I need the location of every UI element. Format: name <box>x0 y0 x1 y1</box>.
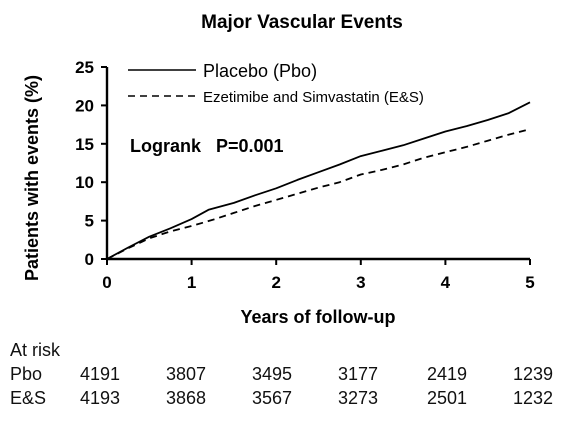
at-risk-value: 3495 <box>251 364 292 384</box>
at-risk-value: 3807 <box>165 364 206 384</box>
x-tick-label: 1 <box>187 273 196 292</box>
at-risk-label: Pbo <box>10 364 43 384</box>
chart-title: Major Vascular Events <box>201 12 403 33</box>
y-tick-label: 5 <box>85 212 94 231</box>
at-risk-value: 4191 <box>79 364 120 384</box>
x-tick-label: 4 <box>441 273 451 292</box>
survival-chart: Major Vascular Events Patients with even… <box>22 12 535 327</box>
at-risk-title: At risk <box>10 340 61 360</box>
at-risk-value: 4193 <box>79 388 120 408</box>
series-line-ezetimibe <box>106 128 531 260</box>
at-risk-value: 3567 <box>251 388 292 408</box>
logrank-annotation: Logrank P=0.001 <box>130 136 284 156</box>
at-risk-value: 1239 <box>512 364 553 384</box>
legend-label-placebo: Placebo (Pbo) <box>203 61 317 81</box>
x-tick-label: 0 <box>102 273 111 292</box>
at-risk-row-pbo: Pbo 4191 3807 3495 3177 2419 1239 <box>10 362 562 386</box>
x-tick-label: 3 <box>356 273 365 292</box>
at-risk-value: 3177 <box>337 364 378 384</box>
at-risk-value: 3868 <box>165 388 206 408</box>
y-tick-label: 20 <box>75 96 94 115</box>
at-risk-table: At risk Pbo 4191 3807 3495 3177 2419 123… <box>10 338 562 410</box>
x-axis-label: Years of follow-up <box>240 307 395 327</box>
at-risk-value: 3273 <box>337 388 378 408</box>
y-tick-label: 25 <box>75 58 94 77</box>
series-line-placebo <box>106 101 531 260</box>
at-risk-value: 1232 <box>512 388 553 408</box>
at-risk-value: 2419 <box>426 364 467 384</box>
y-tick-label: 0 <box>85 250 94 269</box>
legend-label-ezetimibe: Ezetimibe and Simvastatin (E&S) <box>203 89 424 106</box>
x-tick-label: 2 <box>271 273 280 292</box>
y-tick-label: 15 <box>75 135 94 154</box>
y-axis-label: Patients with events (%) <box>22 75 42 281</box>
at-risk-label: E&S <box>10 388 47 408</box>
at-risk-value: 2501 <box>426 388 467 408</box>
y-tick-label: 10 <box>75 173 94 192</box>
x-tick-label: 5 <box>525 273 534 292</box>
at-risk-row-es: E&S 4193 3868 3567 3273 2501 1232 <box>10 386 562 410</box>
